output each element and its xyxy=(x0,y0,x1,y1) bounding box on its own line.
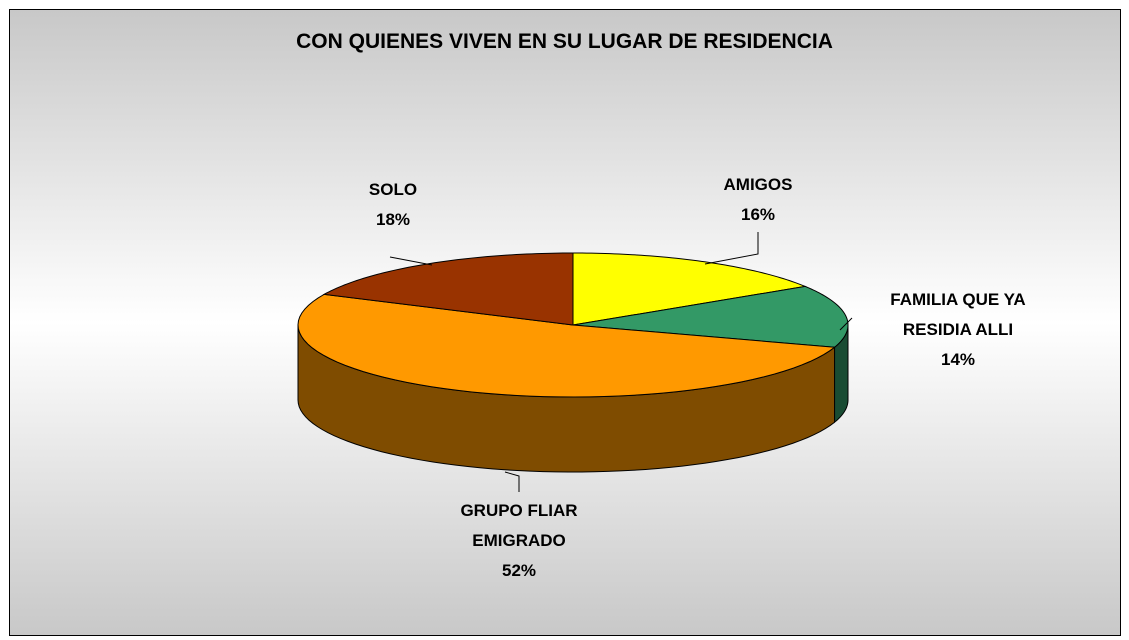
slice-label: GRUPO FLIAR EMIGRADO 52% xyxy=(439,496,599,586)
leader-line xyxy=(389,256,433,266)
leader-line xyxy=(704,232,759,265)
slice-label: AMIGOS 16% xyxy=(698,170,818,230)
value-label: 52% xyxy=(501,561,537,580)
value-label: 16% xyxy=(740,205,776,224)
chart-title: CON QUIENES VIVEN EN SU LUGAR DE RESIDEN… xyxy=(296,30,833,53)
value-label: 14% xyxy=(940,350,976,369)
category-label: AMIGOS xyxy=(723,175,793,194)
category-label: SOLO xyxy=(368,180,418,199)
slice-label: FAMILIA QUE YA RESIDIA ALLI 14% xyxy=(858,285,1058,375)
category-label: GRUPO FLIAR EMIGRADO xyxy=(460,501,578,550)
slice-label: SOLO 18% xyxy=(333,175,453,235)
leader-line xyxy=(839,317,853,331)
slice xyxy=(297,293,836,398)
leader-line xyxy=(504,471,520,492)
slice xyxy=(572,285,849,348)
category-label: FAMILIA QUE YA RESIDIA ALLI xyxy=(890,290,1026,339)
value-label: 18% xyxy=(375,210,411,229)
leader-lines xyxy=(389,232,853,492)
pie xyxy=(297,252,849,473)
slice xyxy=(572,252,808,326)
